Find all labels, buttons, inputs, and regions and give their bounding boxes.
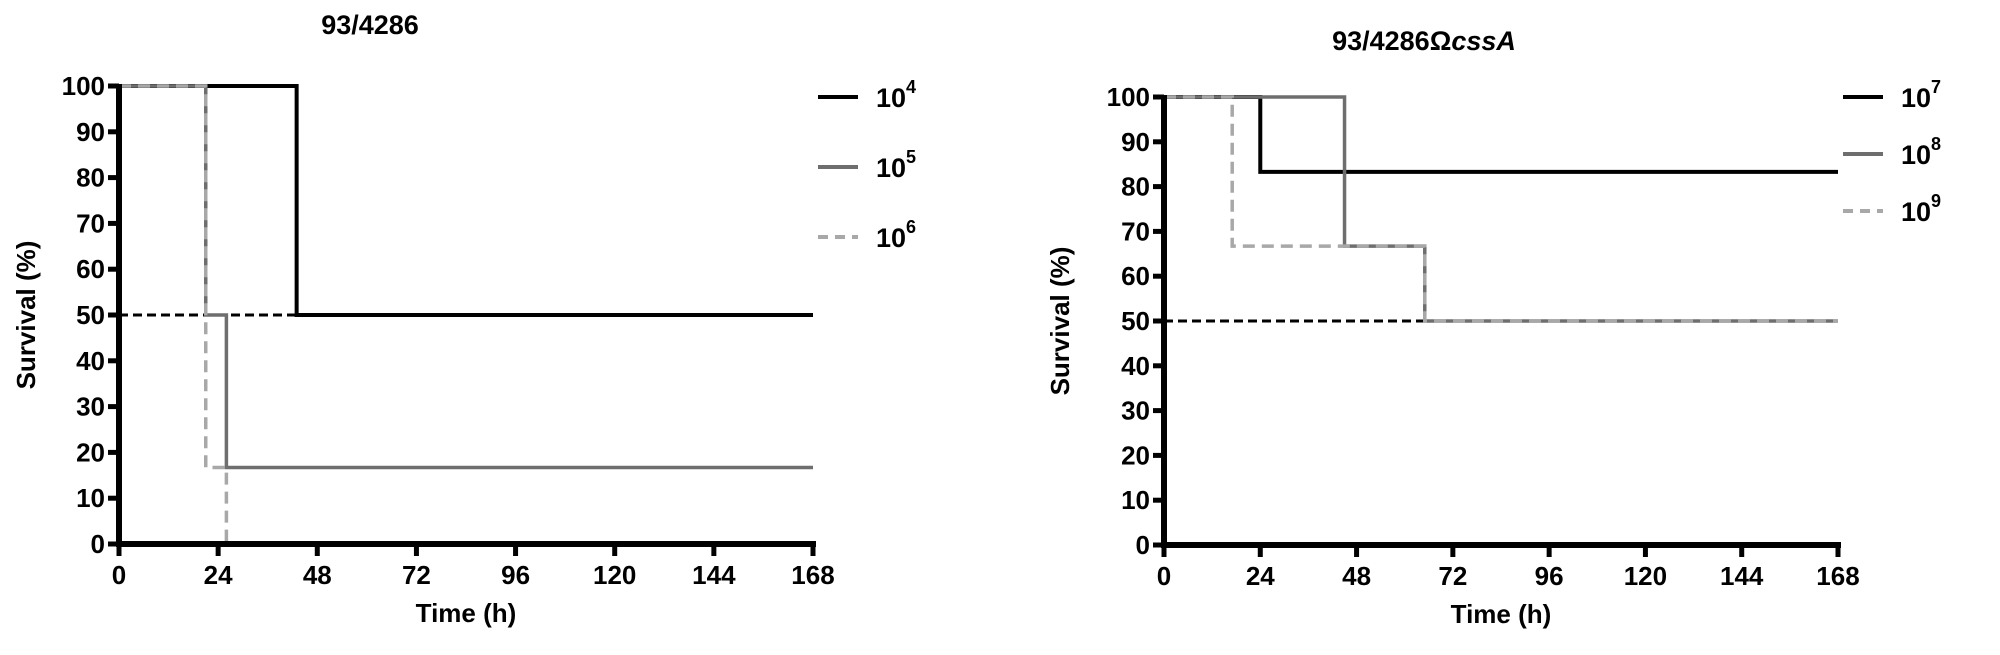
x-axis-label: Time (h) [1451, 599, 1552, 629]
y-tick-label: 90 [1121, 127, 1150, 157]
x-tick-label: 72 [402, 560, 431, 590]
y-tick-label: 20 [1121, 440, 1150, 470]
legend-label: 106 [876, 217, 916, 253]
y-tick-label: 60 [76, 254, 105, 284]
x-tick-label: 24 [1246, 561, 1275, 591]
x-tick-label: 144 [1720, 561, 1764, 591]
y-tick-label: 0 [91, 529, 105, 559]
series-line-10-4 [119, 84, 813, 317]
legend-label: 105 [876, 147, 916, 183]
legend-label-exponent: 7 [1931, 77, 1941, 97]
y-tick-label: 70 [1121, 216, 1150, 246]
legend-label-base: 10 [1901, 83, 1931, 113]
x-tick-label: 120 [1624, 561, 1667, 591]
y-tick-label: 100 [62, 71, 105, 101]
y-tick-label: 50 [76, 300, 105, 330]
legend-label-base: 10 [876, 223, 906, 253]
x-tick-label: 0 [112, 560, 126, 590]
x-tick-label: 96 [1535, 561, 1564, 591]
y-tick-label: 70 [76, 208, 105, 238]
y-tick-label: 10 [76, 483, 105, 513]
chart-1: 93/4286 0 10 20 30 40 50 60 70 80 90 100 0 24 48 72 96 12… [11, 10, 916, 628]
y-tick-label: 80 [76, 163, 105, 193]
chart-title: 93/4286ΩcssA [1332, 26, 1516, 56]
x-tick-label: 120 [593, 560, 636, 590]
x-tick-label: 168 [791, 560, 834, 590]
y-tick-label: 50 [1121, 306, 1150, 336]
legend-label-exponent: 5 [906, 147, 916, 167]
x-tick-label: 144 [692, 560, 736, 590]
legend-label-exponent: 8 [1931, 134, 1941, 154]
x-tick-label: 96 [501, 560, 530, 590]
chart-title-text: 93/4286Ω [1332, 26, 1451, 56]
y-tick-label: 10 [1121, 485, 1150, 515]
y-tick-label: 0 [1136, 530, 1150, 560]
legend-label: 108 [1901, 134, 1941, 170]
x-tick-label: 48 [303, 560, 332, 590]
series-line-10-8 [1164, 95, 1838, 323]
x-tick-label: 168 [1816, 561, 1859, 591]
series-line-10-5 [119, 84, 813, 470]
series-line-10-7 [1164, 95, 1838, 174]
y-tick-label: 20 [76, 437, 105, 467]
legend-label-base: 10 [876, 83, 906, 113]
series-line-10-6 [119, 84, 229, 544]
chart-title-italic: cssA [1451, 26, 1516, 56]
y-tick-label: 60 [1121, 261, 1150, 291]
x-tick-label: 48 [1342, 561, 1371, 591]
legend-label-exponent: 4 [906, 77, 916, 97]
y-tick-label: 90 [76, 117, 105, 147]
chart-2: 93/4286ΩcssA 0 10 20 30 40 50 60 70 80 90 100 0 24 48 7… [1045, 26, 1941, 629]
series-line-10-9 [1164, 95, 1838, 323]
legend-label-exponent: 9 [1931, 191, 1941, 211]
y-axis-label: Survival (%) [11, 241, 41, 390]
legend-label: 109 [1901, 191, 1941, 227]
y-axis-label: Survival (%) [1045, 247, 1075, 396]
y-tick-label: 40 [1121, 351, 1150, 381]
chart-title-text: 93/4286 [321, 10, 419, 40]
legend-label-base: 10 [876, 153, 906, 183]
x-tick-label: 72 [1438, 561, 1467, 591]
legend-label-exponent: 6 [906, 217, 916, 237]
chart-title: 93/4286 [321, 10, 419, 40]
x-tick-label: 24 [204, 560, 233, 590]
y-tick-label: 80 [1121, 172, 1150, 202]
y-tick-label: 100 [1107, 82, 1150, 112]
y-tick-label: 40 [76, 346, 105, 376]
y-tick-label: 30 [76, 392, 105, 422]
y-tick-label: 30 [1121, 396, 1150, 426]
x-axis-label: Time (h) [416, 598, 517, 628]
legend-label: 107 [1901, 77, 1941, 113]
legend-label-base: 10 [1901, 197, 1931, 227]
x-tick-label: 0 [1157, 561, 1171, 591]
legend-label-base: 10 [1901, 140, 1931, 170]
legend-label: 104 [876, 77, 916, 113]
